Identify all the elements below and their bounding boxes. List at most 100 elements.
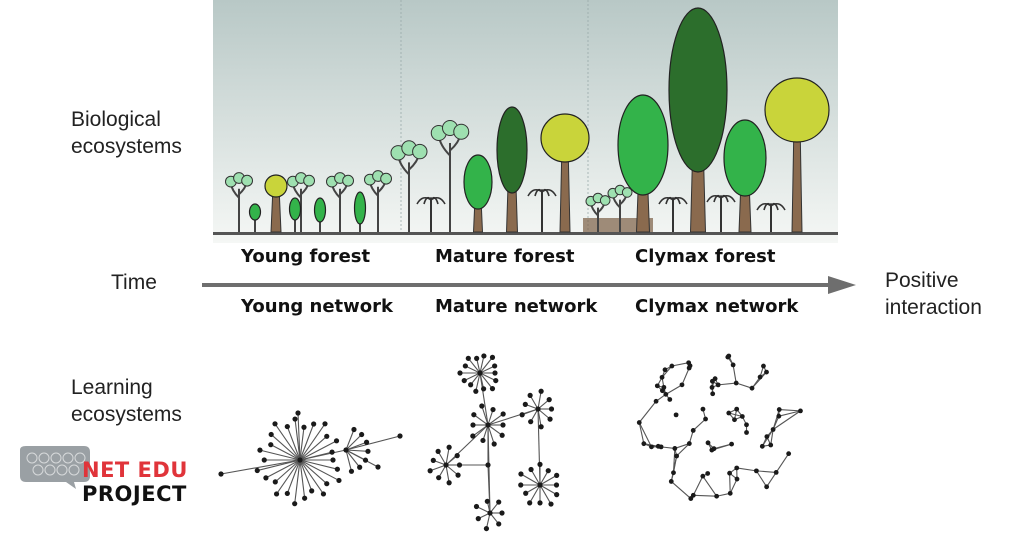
network-node [284,423,290,430]
network-node [284,490,290,497]
network-node [554,492,560,498]
network-node [714,493,720,499]
broadleaf-tree [764,77,830,233]
network-node [489,386,496,392]
learning-ecosystems-label: Learning ecosystems [71,376,182,426]
network-edge [479,372,497,382]
network-node [744,422,749,428]
network-edge [270,444,301,461]
network-node [538,424,544,430]
network-node [667,397,673,402]
network-node [492,363,498,369]
network-node [309,488,315,494]
network-node [263,475,269,481]
network-node [674,453,680,459]
network-node [480,437,486,444]
sapling-tree [225,172,253,232]
network-edge [732,364,737,384]
network-node [320,491,327,497]
network-edge [772,410,801,430]
mature-forest-label: Mature forest [435,246,575,267]
network-edge [487,413,504,426]
network-edge [539,470,549,486]
network-node [522,401,528,407]
network-node [477,370,483,376]
network-node [500,422,506,428]
network-node [359,431,365,438]
network-node [430,457,436,463]
network-edge [299,459,338,470]
network-node [489,354,496,360]
network-edge [299,459,340,481]
network-node [659,374,665,380]
network-node [523,490,529,496]
network-edge [487,409,494,426]
network-edge [672,448,676,473]
network-edge [345,449,361,468]
network-node [546,396,552,403]
network-node [690,428,696,433]
network-edge [299,459,313,492]
network-edge [299,440,337,461]
network-node [553,482,560,488]
network-edge [692,475,704,496]
network-edge [482,424,489,441]
time-label: Time [111,271,157,294]
network-node [487,510,493,516]
network-node [705,471,711,476]
network-edge [299,459,324,495]
palm-shrub [416,196,446,232]
network-node [481,386,487,392]
network-node [661,384,667,390]
network-edge [299,427,305,461]
network-node [636,420,642,425]
network-node [333,438,340,444]
network-node [764,369,769,375]
network-node [273,491,280,497]
network-node [322,421,328,427]
small-tree [353,191,367,232]
network-node [654,383,660,389]
network-node [324,481,330,487]
sapling-tree [585,192,611,232]
conifer-tree [723,119,767,233]
network-node [519,412,525,418]
network-edge [299,423,326,461]
clymax-network-graph [636,353,803,501]
network-node [302,495,308,501]
network-node [538,388,544,394]
network-node [473,503,480,510]
network-edge [638,400,657,423]
network-node [427,468,433,474]
palm-shrub [706,194,736,232]
network-node [268,442,274,448]
network-node [490,406,496,413]
network-node [798,408,803,414]
network-node [499,432,505,438]
network-edge [539,484,557,496]
conifer-tree [668,7,728,233]
network-node [362,457,369,463]
network-node [292,416,298,422]
network-edge [299,459,328,485]
network-node [365,448,371,454]
network-node [474,355,480,361]
network-node [479,403,485,409]
network-node [518,471,524,477]
network-node [435,448,441,454]
network-edge [294,459,301,504]
young-network-label: Young network [241,296,393,317]
network-node [690,492,696,498]
network-node [295,410,301,416]
network-edge [670,481,692,499]
network-node [465,355,471,361]
network-node [454,452,460,459]
network-edge [485,512,491,529]
network-nodes [218,410,403,507]
network-node [257,447,263,453]
network-node [686,441,692,446]
network-edge [445,464,459,476]
mature-network-graph [427,353,560,532]
network-node [443,462,449,468]
network-edge [778,410,801,417]
